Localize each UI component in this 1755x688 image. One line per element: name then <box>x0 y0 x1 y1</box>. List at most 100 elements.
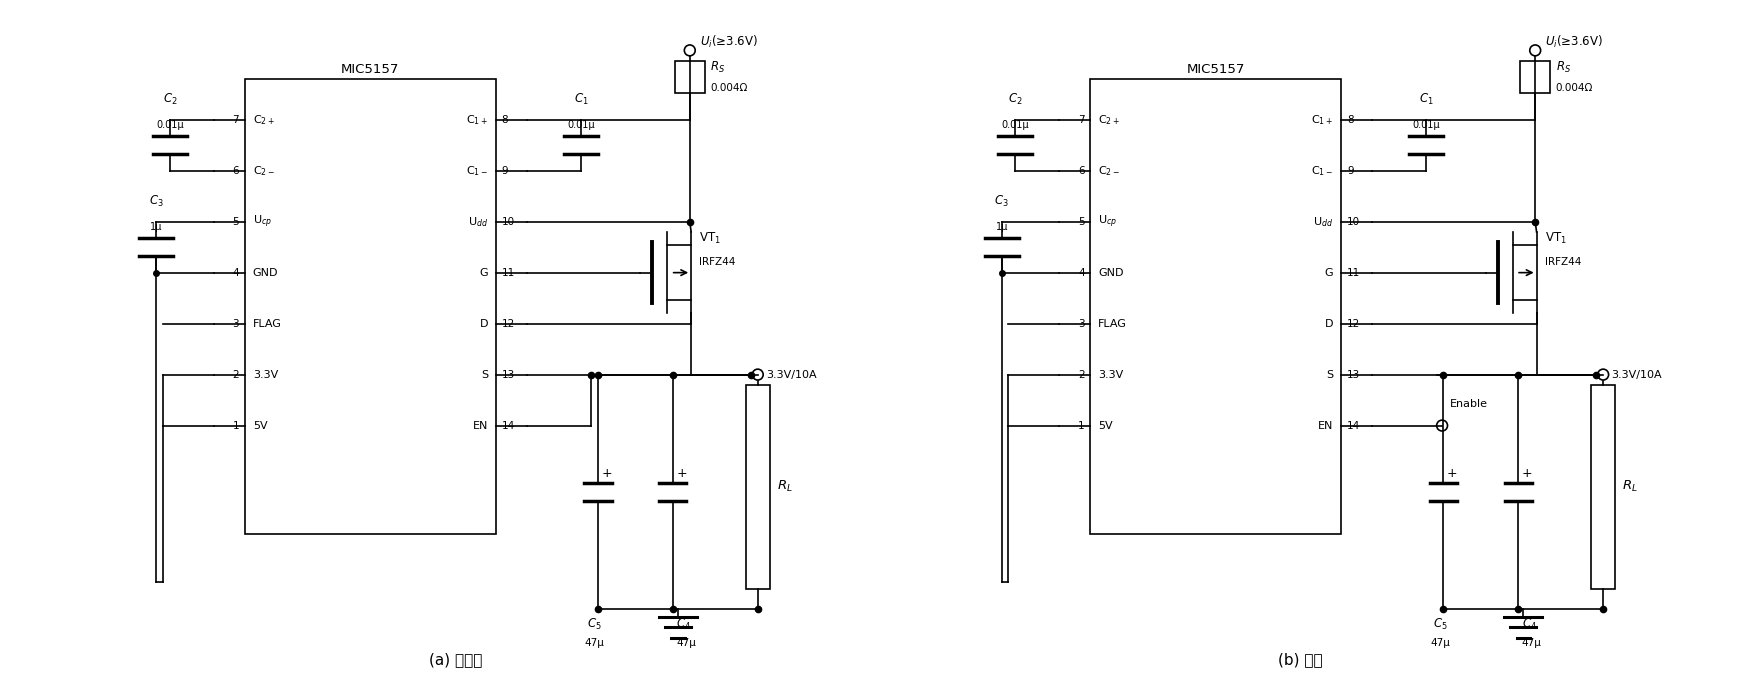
Text: 14: 14 <box>1346 420 1360 431</box>
Text: +: + <box>600 467 612 480</box>
Text: Enable: Enable <box>1450 398 1488 409</box>
Text: D: D <box>1323 319 1332 329</box>
Text: S: S <box>1325 369 1332 380</box>
Text: EN: EN <box>1318 420 1332 431</box>
Text: $R_S$: $R_S$ <box>709 60 725 75</box>
Text: C$_{2+}$: C$_{2+}$ <box>253 113 274 127</box>
Text: 47μ: 47μ <box>1522 638 1541 647</box>
Text: 9: 9 <box>502 166 507 175</box>
Text: 11: 11 <box>1346 268 1360 278</box>
Text: C$_{2-}$: C$_{2-}$ <box>253 164 274 178</box>
Text: 8: 8 <box>1346 115 1353 125</box>
Text: MIC5157: MIC5157 <box>1186 63 1244 76</box>
Text: 47μ: 47μ <box>676 638 695 647</box>
Text: 6: 6 <box>232 166 239 175</box>
Text: 5: 5 <box>1078 217 1085 226</box>
Bar <box>1590 385 1615 589</box>
Text: 13: 13 <box>1346 369 1360 380</box>
Text: 7: 7 <box>1078 115 1085 125</box>
Text: 0.004Ω: 0.004Ω <box>1555 83 1592 93</box>
Text: 8: 8 <box>502 115 507 125</box>
Text: 2: 2 <box>1078 369 1085 380</box>
Text: G: G <box>1323 268 1332 278</box>
Text: U$_{dd}$: U$_{dd}$ <box>1313 215 1332 228</box>
Text: 9: 9 <box>1346 166 1353 175</box>
Text: $R_L$: $R_L$ <box>1622 479 1637 494</box>
Text: 12: 12 <box>1346 319 1360 329</box>
Text: C$_{1-}$: C$_{1-}$ <box>465 164 488 178</box>
Text: U$_{cp}$: U$_{cp}$ <box>253 213 272 230</box>
Text: $U_i$(≥3.6V): $U_i$(≥3.6V) <box>700 34 758 50</box>
Bar <box>1520 61 1550 93</box>
Text: +: + <box>1522 467 1532 480</box>
Text: 13: 13 <box>502 369 514 380</box>
Text: $R_S$: $R_S$ <box>1555 60 1569 75</box>
Text: 47μ: 47μ <box>1429 638 1450 647</box>
Text: $U_i$(≥3.6V): $U_i$(≥3.6V) <box>1544 34 1602 50</box>
Text: 5V: 5V <box>253 420 267 431</box>
Text: $C_3$: $C_3$ <box>993 194 1009 209</box>
Text: C$_{2-}$: C$_{2-}$ <box>1097 164 1120 178</box>
Text: 0.01μ: 0.01μ <box>1411 120 1439 130</box>
Text: 4: 4 <box>1078 268 1085 278</box>
Text: $C_3$: $C_3$ <box>149 194 163 209</box>
Text: 47μ: 47μ <box>584 638 604 647</box>
Text: 1: 1 <box>1078 420 1085 431</box>
Text: $C_1$: $C_1$ <box>1418 92 1434 107</box>
Text: 6: 6 <box>1078 166 1085 175</box>
Text: IRFZ44: IRFZ44 <box>1544 257 1580 268</box>
Text: U$_{dd}$: U$_{dd}$ <box>467 215 488 228</box>
Text: $C_5$: $C_5$ <box>1432 617 1446 632</box>
Text: VT$_1$: VT$_1$ <box>1544 231 1565 246</box>
Text: 11: 11 <box>502 268 514 278</box>
Text: EN: EN <box>472 420 488 431</box>
Text: 5V: 5V <box>1097 420 1113 431</box>
Text: $C_4$: $C_4$ <box>1522 617 1536 632</box>
Text: 1: 1 <box>232 420 239 431</box>
Text: 3.3V: 3.3V <box>253 369 277 380</box>
Text: IRFZ44: IRFZ44 <box>698 257 735 268</box>
Text: C$_{1-}$: C$_{1-}$ <box>1311 164 1332 178</box>
Text: 0.01μ: 0.01μ <box>1000 120 1028 130</box>
Bar <box>674 61 704 93</box>
Text: FLAG: FLAG <box>1097 319 1127 329</box>
Text: G: G <box>479 268 488 278</box>
Text: 0.01μ: 0.01μ <box>156 120 184 130</box>
Text: 5: 5 <box>232 217 239 226</box>
Text: 10: 10 <box>502 217 514 226</box>
Text: 3.3V/10A: 3.3V/10A <box>1611 369 1660 380</box>
Text: +: + <box>676 467 686 480</box>
Text: 3: 3 <box>1078 319 1085 329</box>
Text: D: D <box>479 319 488 329</box>
Text: $C_2$: $C_2$ <box>1007 92 1021 107</box>
Text: U$_{cp}$: U$_{cp}$ <box>1097 213 1116 230</box>
Text: MIC5157: MIC5157 <box>340 63 400 76</box>
Text: 7: 7 <box>232 115 239 125</box>
Text: $C_2$: $C_2$ <box>163 92 177 107</box>
Text: $R_L$: $R_L$ <box>776 479 792 494</box>
Text: C$_{1+}$: C$_{1+}$ <box>465 113 488 127</box>
Text: 2: 2 <box>232 369 239 380</box>
Text: $C_1$: $C_1$ <box>574 92 588 107</box>
Text: 0.01μ: 0.01μ <box>567 120 595 130</box>
Text: 4: 4 <box>232 268 239 278</box>
Bar <box>244 79 495 535</box>
Text: (b) 可控: (b) 可控 <box>1278 652 1322 667</box>
Text: C$_{1+}$: C$_{1+}$ <box>1311 113 1332 127</box>
Text: (a) 不可控: (a) 不可控 <box>428 652 481 667</box>
Text: 14: 14 <box>502 420 514 431</box>
Text: C$_{2+}$: C$_{2+}$ <box>1097 113 1120 127</box>
Text: $C_5$: $C_5$ <box>586 617 602 632</box>
Text: 3.3V: 3.3V <box>1097 369 1123 380</box>
Text: VT$_1$: VT$_1$ <box>698 231 721 246</box>
Text: GND: GND <box>253 268 277 278</box>
Bar <box>1090 79 1341 535</box>
Text: +: + <box>1446 467 1457 480</box>
Text: S: S <box>481 369 488 380</box>
Text: 12: 12 <box>502 319 514 329</box>
Text: 1μ: 1μ <box>995 222 1007 232</box>
Text: 0.004Ω: 0.004Ω <box>709 83 748 93</box>
Text: 1μ: 1μ <box>149 222 161 232</box>
Text: GND: GND <box>1097 268 1123 278</box>
Text: $C_4$: $C_4$ <box>676 617 691 632</box>
